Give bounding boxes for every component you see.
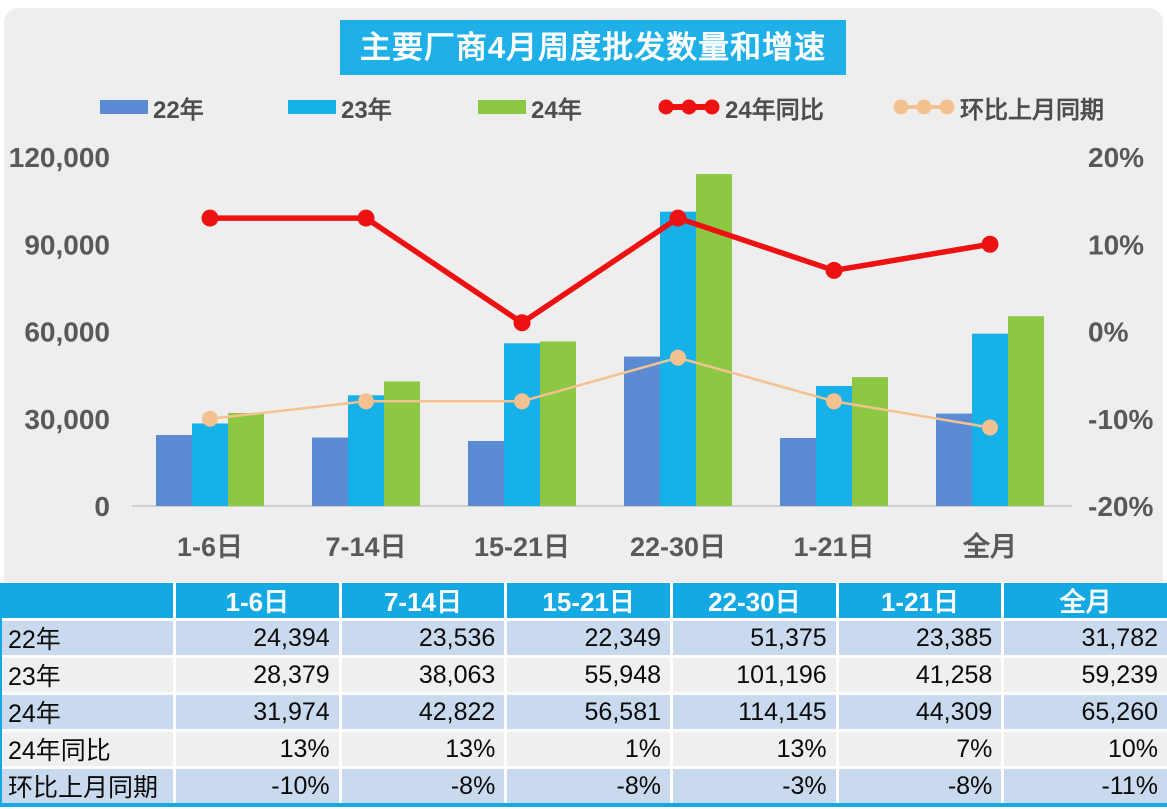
table-row-label: 23年 [2,658,173,692]
table-cell: 31,782 [1004,621,1167,655]
table-cell: 13% [341,732,505,766]
table-cell: -8% [838,769,1002,803]
table-cell: 51,375 [673,621,836,655]
table-cell: 41,258 [838,658,1002,692]
table-cell: 44,309 [838,695,1002,729]
table-cell: 31,974 [176,695,339,729]
table-cell: 101,196 [673,658,836,692]
legend-item-1: 23年 [288,93,392,124]
table-cell: 28,379 [176,658,339,692]
table-row-label: 24年 [2,695,173,729]
table-cell: 22,349 [507,621,670,655]
table-cell: -10% [176,769,339,803]
legend-label: 24年 [531,96,582,124]
table-corner-cell [2,583,173,618]
table-header-col-6: 全月 [1004,583,1167,618]
table-header-col-3: 15-21日 [507,583,670,618]
table-cell: 38,063 [341,658,505,692]
table-cell: 65,260 [1004,695,1167,729]
legend-swatch [100,100,148,114]
table-cell: 7% [838,732,1002,766]
table-header-col-2: 7-14日 [341,583,505,618]
table-cell: 114,145 [673,695,836,729]
table-cell: 42,822 [341,695,505,729]
table-row-label: 环比上月同期 [2,769,173,803]
table-cell: -11% [1004,769,1167,803]
table-row-label: 22年 [2,621,173,655]
legend-label: 22年 [153,96,204,124]
table-cell: -8% [507,769,670,803]
table-cell: 23,536 [341,621,505,655]
table-header-col-4: 22-30日 [673,583,836,618]
table-cell: 59,239 [1004,658,1167,692]
chart-legend: 22年 23年 24年 24年同比 环比上月同期 [0,93,1167,124]
legend-label: 环比上月同期 [960,96,1104,124]
legend-item-4: 环比上月同期 [893,93,1104,124]
table-cell: 13% [673,732,836,766]
legend-swatch [288,100,336,114]
table-row-label: 24年同比 [2,732,173,766]
table-cell: 56,581 [507,695,670,729]
legend-item-2: 24年 [478,93,582,124]
legend-item-0: 22年 [100,93,204,124]
legend-swatch [478,100,526,114]
legend-label: 23年 [341,96,392,124]
table-cell: 13% [176,732,339,766]
legend-line-marker [658,99,720,115]
legend-item-3: 24年同比 [658,93,824,124]
legend-line-marker [893,99,955,115]
table-header-col-5: 1-21日 [838,583,1002,618]
table-cell: -8% [341,769,505,803]
chart-title: 主要厂商4月周度批发数量和增速 [340,20,846,75]
table-cell: 1% [507,732,670,766]
table-cell: 55,948 [507,658,670,692]
legend-label: 24年同比 [725,96,824,124]
data-table: 1-6日 7-14日 15-21日 22-30日 1-21日 全月 22年 24,394 23,… [0,583,1167,807]
table-cell: 10% [1004,732,1167,766]
table-header-col-1: 1-6日 [176,583,339,618]
table-cell: 23,385 [838,621,1002,655]
table-cell: -3% [673,769,836,803]
table-cell: 24,394 [176,621,339,655]
